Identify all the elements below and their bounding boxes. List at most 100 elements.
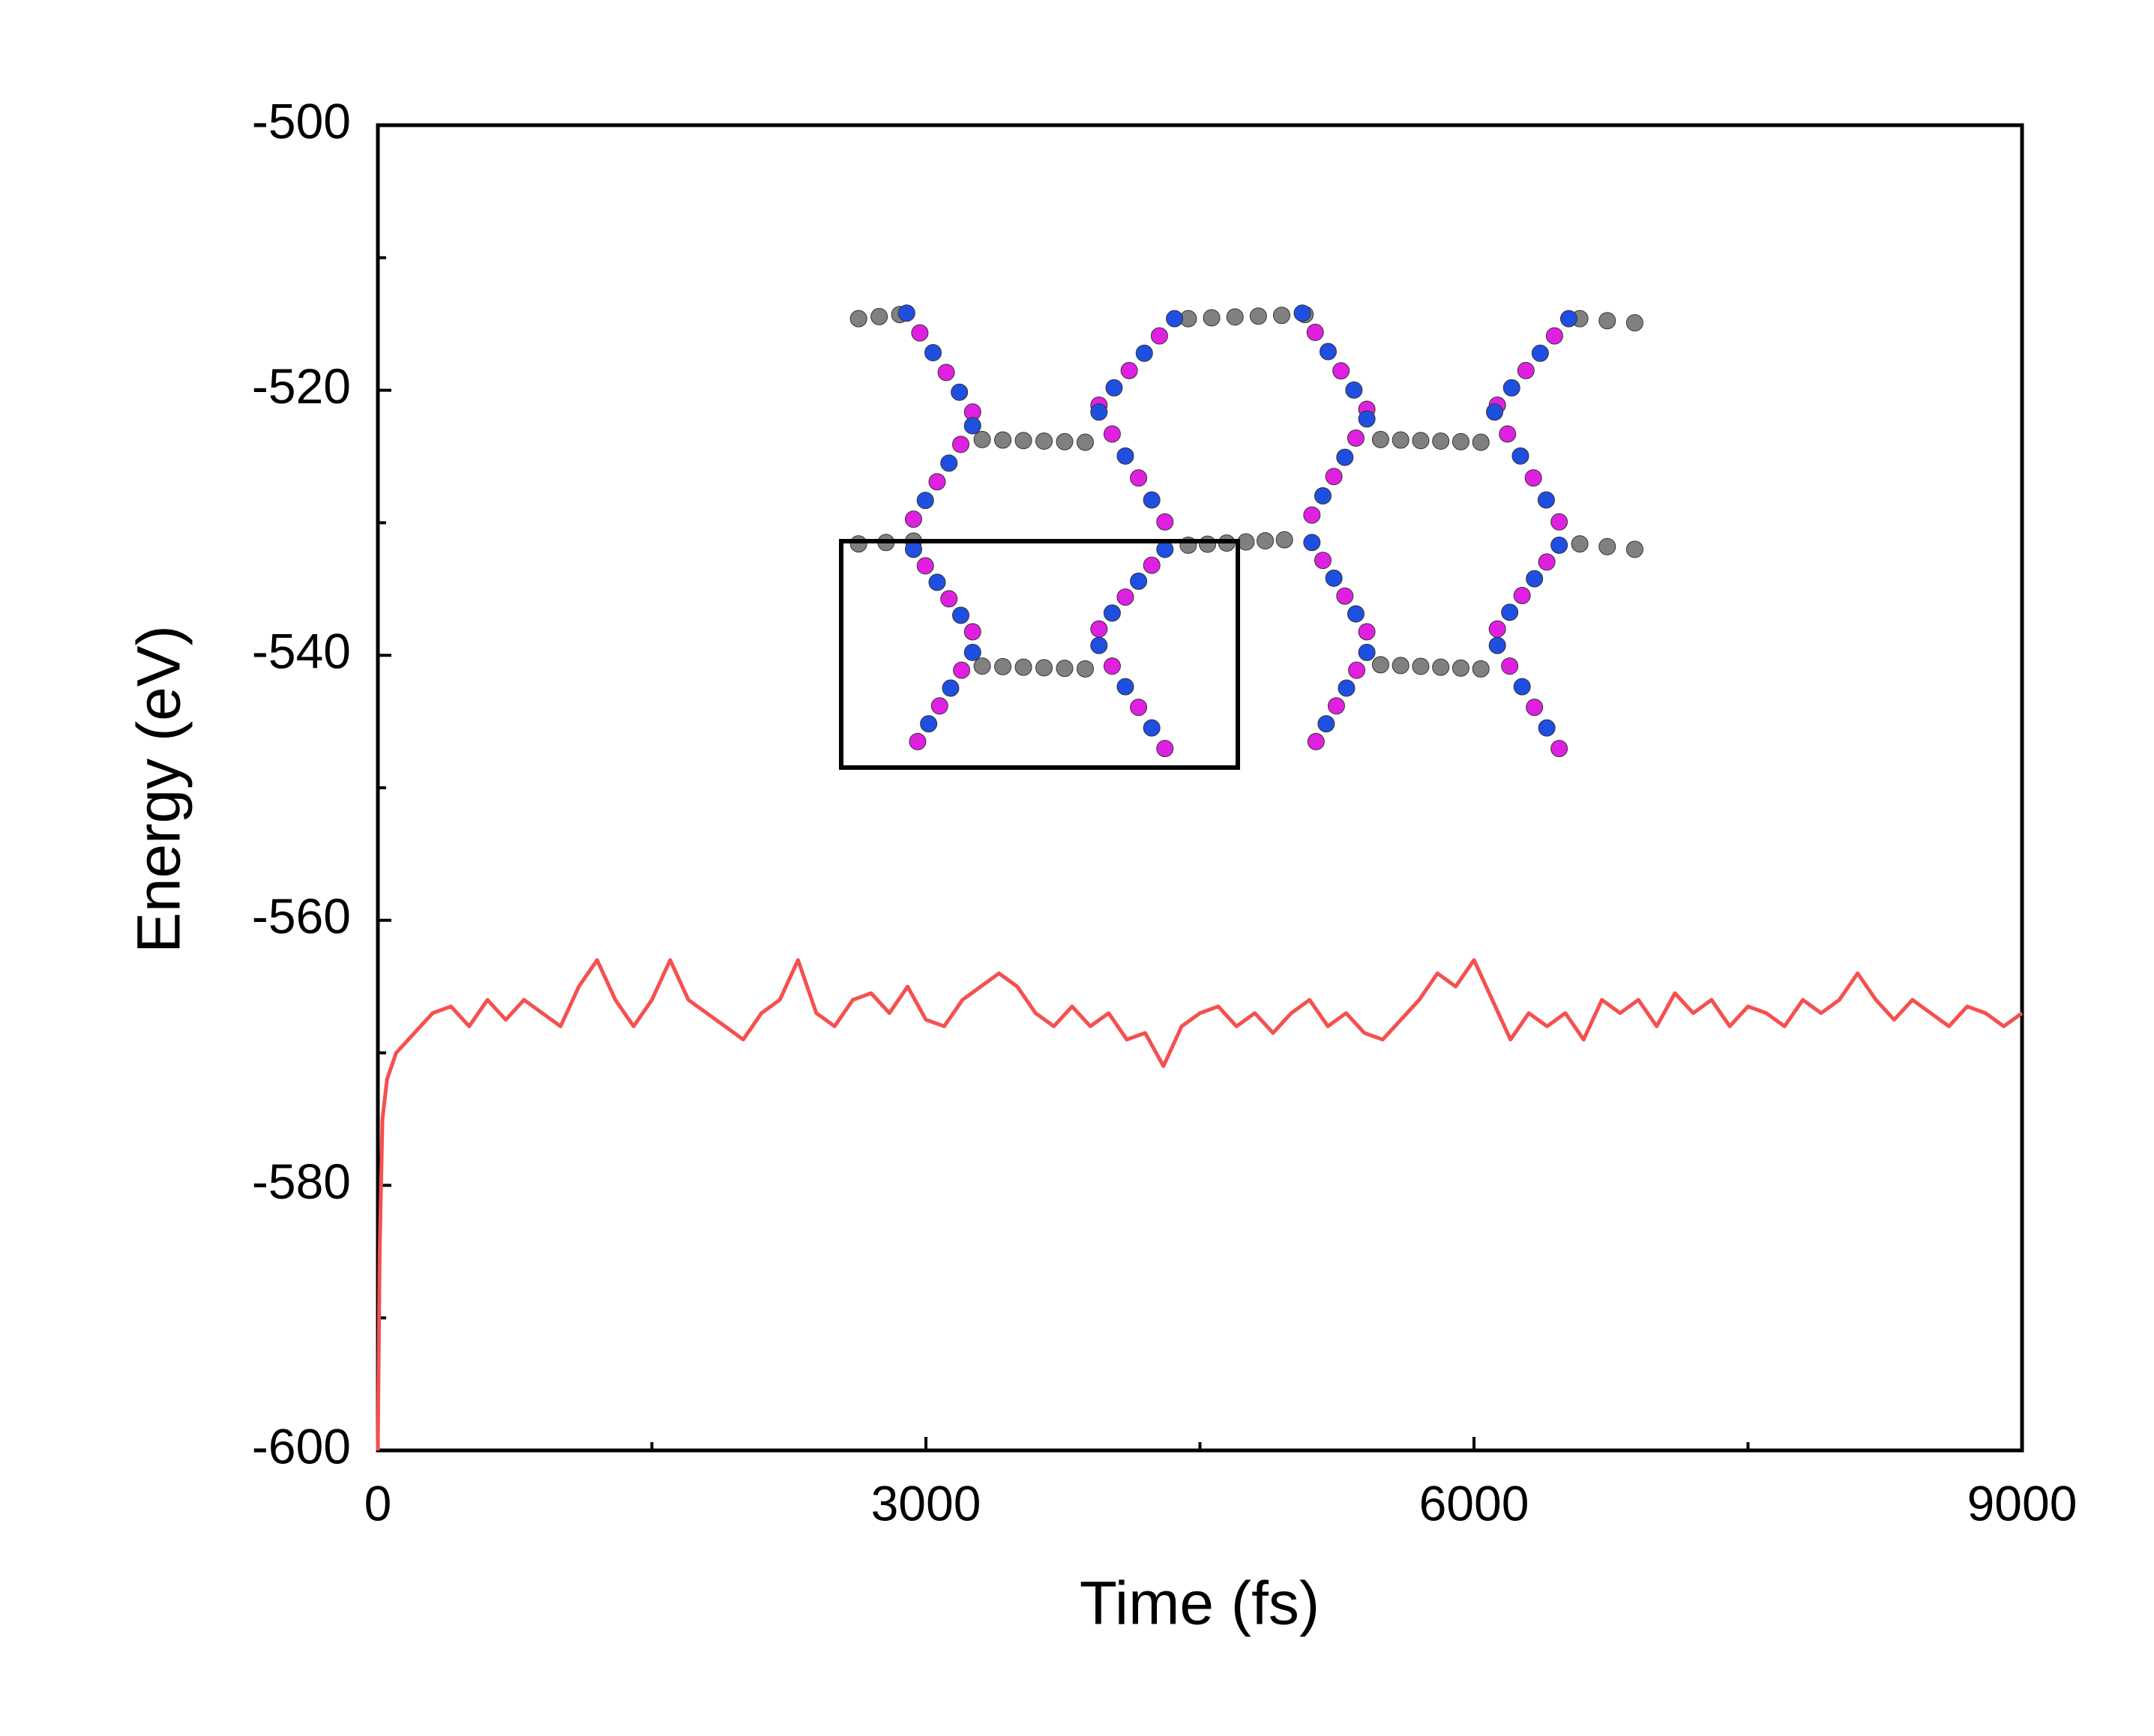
inset-highlight-box	[839, 539, 1240, 770]
atom	[870, 307, 888, 325]
atom	[1348, 661, 1366, 679]
atom	[1056, 433, 1074, 450]
atom	[1517, 361, 1535, 379]
atom	[1472, 433, 1490, 451]
atom	[951, 383, 969, 401]
atom	[1317, 715, 1335, 733]
atom	[928, 473, 946, 491]
atom	[909, 732, 927, 750]
atom	[897, 304, 915, 322]
atom	[1237, 533, 1255, 551]
atom	[1501, 657, 1519, 675]
atom	[940, 454, 958, 472]
y-tick-label: -560	[252, 888, 351, 944]
atom	[1598, 312, 1616, 330]
atom	[994, 431, 1012, 449]
x-tick-label: 0	[364, 1475, 392, 1531]
atom	[1103, 425, 1121, 443]
atom	[1226, 308, 1244, 326]
atom	[1358, 410, 1376, 428]
atom	[1199, 535, 1217, 553]
atom	[1135, 344, 1153, 362]
atom	[1371, 656, 1389, 674]
atom	[1486, 403, 1504, 421]
atom	[963, 643, 981, 661]
atom	[916, 492, 934, 510]
atom	[920, 715, 938, 733]
atom	[1120, 361, 1138, 379]
atom	[1488, 620, 1506, 638]
atom	[1451, 659, 1469, 677]
y-tick-label: -520	[252, 358, 351, 414]
atom	[1156, 740, 1174, 758]
atom	[1306, 323, 1324, 341]
atom	[1103, 657, 1121, 675]
atom	[1392, 431, 1410, 449]
atom	[1538, 553, 1556, 571]
atom	[1511, 447, 1529, 465]
x-tick-label: 9000	[1967, 1475, 2078, 1531]
atom	[951, 606, 969, 624]
atom	[1625, 314, 1643, 332]
atom	[953, 661, 971, 679]
atom	[1275, 531, 1293, 549]
atom	[1103, 604, 1121, 622]
y-tick-label: -500	[252, 93, 351, 148]
atom	[1550, 513, 1568, 531]
atom	[951, 435, 969, 453]
atom	[1571, 535, 1589, 553]
atom	[911, 324, 929, 342]
atom	[1314, 552, 1332, 570]
atom	[1303, 506, 1321, 524]
atom	[1293, 304, 1311, 322]
atom	[1501, 603, 1519, 621]
atom	[1526, 699, 1544, 717]
atom	[963, 417, 981, 435]
atom	[1166, 310, 1184, 328]
atom	[1358, 623, 1376, 641]
atom	[1513, 586, 1531, 604]
atom	[1090, 403, 1108, 421]
atom	[849, 310, 867, 328]
atom	[963, 623, 981, 641]
atom	[1327, 697, 1345, 715]
atom	[1014, 658, 1032, 676]
x-tick-label: 6000	[1419, 1475, 1529, 1531]
atom	[1307, 732, 1325, 750]
atom	[924, 344, 942, 362]
atom	[1513, 678, 1531, 696]
atom	[1371, 430, 1389, 448]
energy-line	[376, 958, 2024, 1451]
atom	[1035, 659, 1053, 677]
atom	[1143, 719, 1161, 737]
atom	[1336, 448, 1354, 466]
atom	[1257, 532, 1275, 550]
atom	[1336, 587, 1354, 605]
atom	[1499, 425, 1517, 443]
atom	[1319, 343, 1337, 361]
atom	[1488, 636, 1506, 654]
x-tick-label: 3000	[871, 1475, 981, 1531]
atom	[904, 540, 922, 558]
atom	[1345, 381, 1363, 399]
atom	[1332, 362, 1350, 380]
atom	[1014, 432, 1032, 450]
atom	[1412, 432, 1430, 450]
atom	[1076, 433, 1094, 451]
atom	[973, 657, 991, 675]
atom	[1432, 658, 1450, 676]
atom	[1347, 429, 1365, 447]
atom	[1432, 433, 1450, 450]
atom	[904, 510, 922, 528]
atom	[1150, 327, 1168, 345]
atom	[1056, 660, 1074, 678]
atom	[937, 364, 955, 382]
atom	[1156, 513, 1174, 531]
atom	[1156, 540, 1174, 558]
atom	[1358, 643, 1376, 661]
atom	[1451, 433, 1469, 450]
atom	[1598, 537, 1616, 555]
structure-inset	[849, 304, 1643, 758]
